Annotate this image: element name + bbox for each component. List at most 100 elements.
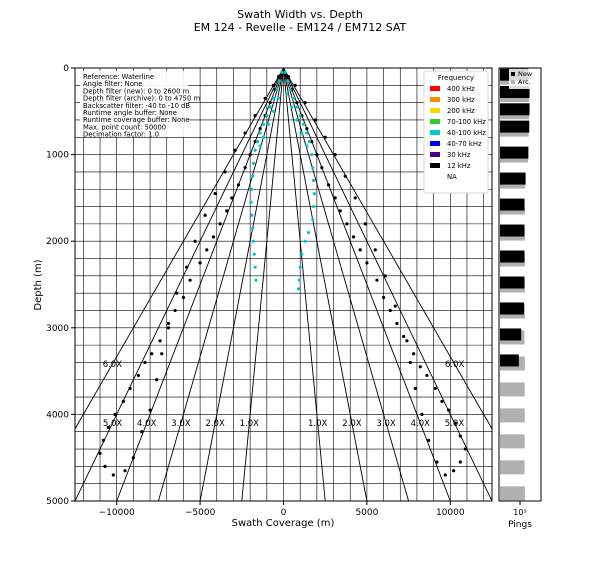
data-point: [315, 153, 319, 157]
data-point: [188, 278, 192, 282]
data-point: [158, 339, 162, 343]
data-point: [288, 88, 292, 92]
data-point: [271, 83, 276, 87]
data-point: [131, 456, 135, 460]
legend-swatch-arc: [511, 80, 515, 84]
data-point: [393, 304, 397, 308]
legend-label: 12 kHz: [447, 162, 471, 170]
data-point: [140, 430, 144, 434]
coverage-line: [199, 68, 284, 501]
legend-swatch: [430, 130, 440, 135]
data-point: [295, 105, 299, 109]
data-point: [383, 274, 387, 278]
x-tick-label: −10000: [99, 508, 135, 518]
data-point: [123, 469, 127, 473]
data-point: [311, 178, 316, 183]
histogram-bar-new: [500, 328, 522, 341]
legend-swatch: [430, 163, 440, 168]
data-point: [253, 114, 257, 118]
data-point: [276, 96, 281, 100]
coverage-labels: 1.0X 1.0X 2.0X 2.0X 3.0X 3.0X 4.0X 4.0X 5.0X 5.0X…: [103, 360, 465, 429]
data-point: [258, 144, 262, 148]
data-point: [310, 153, 314, 157]
legend-swatch: [430, 97, 440, 102]
data-point: [298, 265, 302, 269]
data-point: [295, 101, 299, 105]
x-tick-label: 5000: [355, 508, 378, 518]
legend-label: 400 kHz: [447, 85, 475, 93]
data-point: [458, 434, 462, 438]
histogram-x-axis-label: Pings: [508, 520, 532, 530]
data-point: [323, 135, 327, 139]
data-point: [225, 209, 229, 213]
histogram-bar-new: [500, 354, 519, 367]
data-point: [253, 148, 257, 152]
data-point: [223, 170, 227, 174]
data-point: [266, 122, 271, 126]
data-point: [440, 399, 444, 404]
coverage-line: [283, 68, 492, 501]
data-point: [261, 135, 266, 139]
data-point: [293, 83, 297, 87]
data-point: [253, 265, 257, 269]
data-point: [427, 438, 431, 442]
data-point: [326, 183, 331, 187]
y-tick-label: 2000: [46, 237, 69, 247]
data-point: [276, 75, 281, 79]
coverage-line: [283, 68, 410, 501]
data-point: [297, 278, 301, 282]
info-line: Depth filter (new): 0 to 2600 m: [83, 87, 190, 95]
histogram-bar-archive: [500, 382, 525, 397]
legend-label: 40-100 kHz: [447, 129, 486, 137]
data-point: [250, 187, 254, 191]
data-point: [143, 360, 147, 365]
data-points: [98, 70, 467, 477]
data-point: [111, 473, 115, 477]
coverage-label: 1.0X: [308, 419, 328, 429]
chart-title: Swath Width vs. Depth: [237, 8, 363, 21]
data-point: [312, 191, 316, 196]
histogram-bar-archive: [500, 434, 525, 449]
data-point: [408, 360, 412, 365]
data-point: [277, 79, 281, 83]
data-point: [185, 265, 189, 269]
x-axis-ticks: −10000 −5000 0 5000 10000: [99, 501, 465, 518]
data-point: [395, 321, 399, 326]
data-point: [181, 295, 186, 300]
data-point: [248, 153, 252, 157]
legend-label: 30 kHz: [447, 151, 471, 159]
histogram-bar-new: [500, 120, 530, 133]
coverage-line: [283, 68, 368, 501]
data-point: [155, 378, 159, 382]
data-point: [275, 88, 279, 92]
coverage-line: [75, 68, 284, 501]
histogram-bar-new: [500, 198, 525, 211]
y-tick-label: 3000: [46, 324, 69, 334]
coverage-label: 2.0X: [205, 419, 225, 429]
coverage-lines: [75, 68, 492, 501]
data-point: [300, 252, 304, 256]
legend-label-new: New: [518, 70, 533, 78]
coverage-label: 4.0X: [137, 419, 157, 429]
data-point: [311, 165, 315, 170]
data-point: [258, 131, 262, 135]
data-point: [425, 373, 429, 378]
data-point: [306, 230, 311, 235]
data-point: [251, 161, 256, 165]
data-point: [233, 148, 237, 152]
coverage-line: [241, 68, 284, 501]
data-point: [283, 70, 287, 74]
data-point: [148, 408, 152, 412]
data-point: [136, 373, 140, 378]
data-point: [173, 308, 177, 313]
data-point: [243, 165, 247, 170]
data-point: [452, 469, 456, 473]
legend-swatch: [430, 108, 440, 113]
data-point: [343, 174, 347, 178]
data-point: [256, 140, 260, 144]
legend-entries: 400 kHz 300 kHz 200 kHz 70-100 kHz 40-100 kH…: [430, 85, 486, 181]
data-point: [263, 96, 267, 100]
info-line: Decimation factor: 1.0: [83, 131, 159, 139]
